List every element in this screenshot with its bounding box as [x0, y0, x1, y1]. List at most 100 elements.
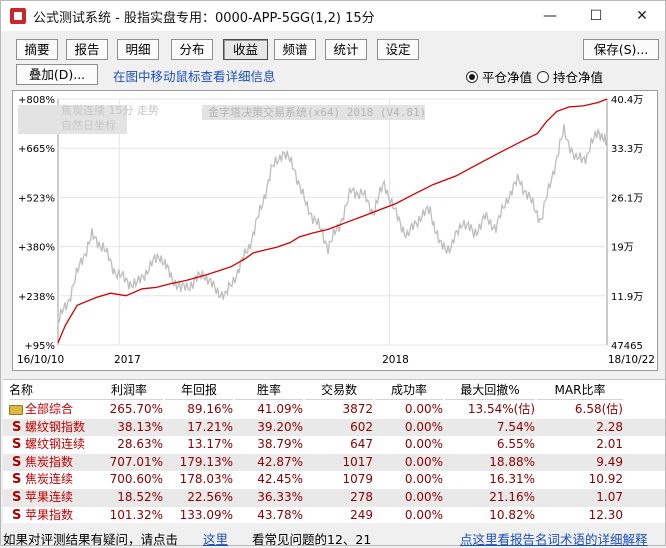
radio-dot-selected-icon — [466, 70, 478, 83]
table-cell-trades: 3872 — [342, 402, 373, 416]
table-cell-drawdown: 13.54%(估) — [467, 402, 535, 416]
table-cell-drawdown: 10.82% — [489, 507, 535, 522]
table-cell-mar: 6.58(估) — [574, 402, 623, 416]
x-axis-end-label: 18/10/22 — [608, 354, 655, 366]
table-cell-name: 焦炭指数 — [25, 454, 74, 469]
strategy-s-icon: S — [12, 472, 22, 488]
strategy-s-icon: S — [12, 437, 22, 453]
table-row[interactable]: S 焦炭连续 700.60% 178.03% 42.45% 1079 0.00% 16.31%… — [3, 471, 665, 489]
chart-hint-text: 在图中移动鼠标查看详细信息 — [113, 69, 276, 84]
tab-report[interactable]: 报告 — [66, 39, 108, 60]
table-cell-trades: 1079 — [342, 472, 373, 487]
radio-hold-net-value[interactable]: 持仓净值 — [537, 67, 603, 86]
app-icon — [10, 8, 26, 24]
close-button[interactable]: ✕ — [636, 8, 648, 24]
table-cell-win: 43.78% — [257, 507, 303, 522]
table-row[interactable]: S 螺纹钢指数 38.13% 17.21% 39.20% 602 0.00% 7.54% 2.2… — [3, 418, 665, 437]
footer-glossary-link[interactable]: 点这里看报告名词术语的详细解释 — [460, 532, 648, 547]
table-row[interactable]: S 螺纹钢连续 28.63% 13.17% 38.79% 647 0.00% 6.55% 2.0… — [3, 436, 665, 454]
table-cell-win: 39.20% — [257, 419, 303, 434]
table-cell-annual: 179.13% — [179, 454, 233, 469]
radio-dot-empty-icon — [537, 70, 549, 83]
equity-chart-panel[interactable]: +95% 47465 +238% 11.9万 +380% 19万 +523% 26.1万 +66… — [12, 90, 658, 371]
table-row[interactable]: S 苹果指数 101.32% 133.09% 43.78% 249 0.00% 10.82% 1… — [3, 507, 665, 525]
table-cell-mar: 9.49 — [596, 454, 623, 469]
right-axis-tick-label: 26.1万 — [611, 193, 643, 204]
save-button[interactable]: 保存(S)... — [583, 39, 659, 60]
table-row[interactable]: S 焦炭指数 707.01% 179.13% 42.87% 1017 0.00% 18.88%… — [3, 453, 665, 472]
table-cell-success: 0.00% — [404, 402, 443, 416]
folder-icon — [9, 405, 23, 415]
table-cell-mar: 1.07 — [596, 490, 623, 504]
table-cell-annual: 13.17% — [187, 437, 233, 452]
table-cell-drawdown: 18.88% — [489, 454, 535, 469]
table-cell-annual: 89.16% — [187, 402, 233, 416]
strategy-label: 金字塔决策交易系统(x64) 2018 (V4.81) — [208, 105, 426, 119]
right-axis-tick-label: 11.9万 — [611, 292, 643, 303]
tab-settings[interactable]: 设定 — [377, 39, 419, 60]
tab-summary[interactable]: 摘要 — [16, 39, 58, 60]
table-cell-trades: 249 — [350, 507, 373, 522]
radio-flat-label: 平仓净值 — [482, 70, 533, 85]
right-axis-tick-label: 40.4万 — [611, 95, 643, 106]
table-row[interactable]: 全部综合 265.70% 89.16% 41.09% 3872 0.00% 13.54%(估… — [3, 401, 665, 419]
overlay-button[interactable]: 叠加(D)... — [16, 64, 98, 85]
tab-returns[interactable]: 收益 — [223, 39, 268, 60]
tab-statistics[interactable]: 统计 — [325, 39, 367, 60]
table-cell-name: 全部综合 — [25, 402, 74, 416]
table-cell-mar: 10.92 — [588, 472, 623, 487]
left-axis-tick-label: +238% — [18, 292, 55, 303]
table-cell-win: 42.87% — [257, 454, 303, 469]
table-cell-drawdown: 6.55% — [496, 437, 535, 452]
table-header-cell[interactable]: 最大回撤% — [445, 380, 535, 400]
footer-faq-text: 看常见问题的12、21 — [252, 532, 372, 547]
table-cell-name: 苹果指数 — [25, 507, 74, 522]
table-cell-annual: 17.21% — [187, 419, 233, 434]
table-cell-success: 0.00% — [404, 437, 443, 452]
window-title: 公式测试系统 - 股指实盘专用：0000-APP-5GG(1,2) 15分 — [33, 11, 375, 26]
table-cell-name: 焦炭连续 — [25, 472, 74, 487]
table-header-cell[interactable]: 年回报 — [165, 380, 233, 400]
results-table: 名称 利润率 年回报 胜率 交易数 成功率 最大回撤% MAR比率 全部综合 265.70% 89… — [3, 379, 665, 523]
table-cell-success: 0.00% — [404, 490, 443, 504]
right-axis-tick-label: 47465 — [611, 341, 643, 352]
table-cell-mar: 2.28 — [596, 419, 623, 434]
table-header-cell[interactable]: 利润率 — [95, 380, 163, 400]
chart-legend-line1: 焦炭连续 15分 走势 — [61, 103, 159, 117]
chart-plot-area — [57, 98, 608, 346]
table-header-cell[interactable]: MAR比率 — [537, 380, 623, 400]
strategy-label-box — [202, 105, 425, 120]
legend-box — [18, 105, 127, 134]
table-header-cell[interactable]: 胜率 — [235, 380, 303, 400]
table-row[interactable]: S 苹果连续 18.52% 22.56% 36.33% 278 0.00% 21.16% 1.0… — [3, 489, 665, 507]
table-cell-drawdown: 21.16% — [489, 490, 535, 504]
strategy-s-icon: S — [12, 507, 22, 523]
table-cell-profit: 707.01% — [109, 454, 163, 469]
table-cell-drawdown: 7.54% — [496, 419, 535, 434]
minimize-button[interactable]: — — [543, 8, 557, 24]
tab-spectrum[interactable]: 频谱 — [274, 39, 316, 60]
radio-flat-net-value[interactable]: 平仓净值 — [466, 67, 532, 86]
table-cell-win: 42.45% — [257, 472, 303, 487]
equity-chart[interactable]: +95% 47465 +238% 11.9万 +380% 19万 +523% 26.1万 +66… — [13, 91, 659, 372]
footer-bar: 如果对评测结果有疑问，请点击 这里 看常见问题的12、21 点这里看报告名词术语… — [1, 527, 665, 547]
table-header-cell[interactable]: 成功率 — [375, 380, 443, 400]
table-cell-profit: 18.52% — [117, 490, 163, 504]
tab-distribution[interactable]: 分布 — [171, 39, 213, 60]
left-axis-tick-label: +95% — [24, 341, 55, 352]
table-cell-drawdown: 16.31% — [489, 472, 535, 487]
table-cell-annual: 22.56% — [187, 490, 233, 504]
x-axis-year-label: 2017 — [114, 354, 141, 366]
maximize-button[interactable]: ☐ — [589, 8, 603, 24]
footer-question-text: 如果对评测结果有疑问，请点击 — [3, 532, 179, 547]
table-header-cell[interactable]: 交易数 — [305, 380, 373, 400]
footer-here-link[interactable]: 这里 — [203, 532, 229, 547]
table-cell-trades: 647 — [350, 437, 373, 452]
table-cell-profit: 28.63% — [117, 437, 163, 452]
table-header-cell[interactable]: 名称 — [9, 380, 95, 400]
left-axis-tick-label: +523% — [18, 193, 55, 204]
table-cell-annual: 133.09% — [179, 507, 233, 522]
table-cell-mar: 2.01 — [596, 437, 623, 452]
tab-details[interactable]: 明细 — [117, 39, 159, 60]
